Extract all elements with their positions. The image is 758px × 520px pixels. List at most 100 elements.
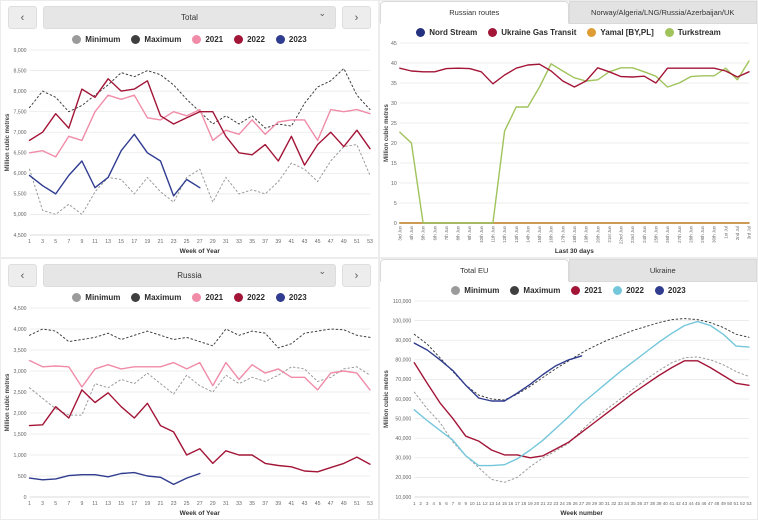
legend-item-2021[interactable]: 2021 — [192, 293, 223, 302]
legend-item-maximum[interactable]: Maximum — [131, 35, 181, 44]
flow-category-dropdown[interactable]: Total ⌄ — [43, 6, 336, 29]
legend-label: 2021 — [205, 293, 224, 302]
legend-dot-icon — [416, 28, 426, 37]
storage-chart: 10,000 20,000 30,000 40,000 50,000 60,000 70,0… — [381, 296, 756, 518]
x-tick-label: 33 — [236, 239, 242, 245]
legend-item-minimum[interactable]: Minimum — [72, 293, 120, 302]
legend-label: Maximum — [523, 286, 561, 295]
next-chart-button[interactable]: › — [342, 6, 371, 29]
chart-canvas: 0 500 1,000 1,500 2,000 2,500 3,000 3,500 4,000 4… — [5, 306, 373, 517]
x-tick-label: 39 — [275, 501, 281, 507]
x-tick-label: 9th Jun — [467, 225, 472, 240]
storage-tab-bar: Total EU Ukraine — [380, 259, 757, 282]
legend-item-nord-stream[interactable]: Nord Stream — [416, 28, 477, 37]
y-axis-title: Million cubic metres — [5, 373, 11, 431]
y-tick-label: 30 — [391, 101, 397, 107]
legend-item-yamal-by-pl[interactable]: Yamal [BY,PL] — [587, 28, 654, 37]
x-tick-label: 45 — [315, 239, 321, 245]
x-tick-label: 37 — [643, 501, 649, 506]
x-tick-label: 7th Jun — [444, 225, 449, 240]
series-2023 — [413, 342, 583, 402]
legend-item-2023[interactable]: 2023 — [275, 35, 307, 44]
x-tick-label: 21 — [158, 501, 164, 507]
legend-dot-icon — [131, 35, 141, 44]
russia-flows-chart: 0 500 1,000 1,500 2,000 2,500 3,000 3,500 4,000 4… — [2, 303, 377, 518]
series-2021 — [28, 359, 371, 391]
legend-label: 2022 — [247, 35, 265, 44]
y-tick-label: 90,000 — [395, 338, 411, 344]
legend-item-maximum[interactable]: Maximum — [510, 286, 560, 295]
x-tick-label: 33 — [236, 501, 242, 507]
x-tick-label: 2nd Jul — [735, 226, 740, 240]
x-tick-label: 27th Jun — [677, 225, 682, 242]
x-tick-label: 22nd Jun — [619, 225, 624, 244]
tab-ukraine[interactable]: Ukraine — [568, 259, 757, 282]
x-tick-label: 25 — [566, 501, 572, 506]
x-tick-label: 40 — [663, 501, 669, 506]
x-tick-label: 5 — [54, 501, 57, 507]
legend-item-2023[interactable]: 2023 — [275, 293, 307, 302]
x-tick-label: 1 — [28, 239, 31, 245]
tab-total-eu[interactable]: Total EU — [380, 259, 569, 282]
source-country-dropdown[interactable]: Russia ⌄ — [43, 264, 336, 287]
legend-item-2021[interactable]: 2021 — [192, 35, 223, 44]
legend-item-minimum[interactable]: Minimum — [451, 286, 499, 295]
x-tick-label: 3 — [426, 501, 429, 506]
y-tick-label: 15 — [391, 161, 397, 167]
series-minimum — [29, 144, 371, 215]
legend-item-2022[interactable]: 2022 — [234, 35, 265, 44]
legend-item-turkstream[interactable]: Turkstream — [664, 28, 721, 37]
x-tick-label: 2 — [419, 501, 422, 506]
legend-item-ukraine-gas-transit[interactable]: Ukraine Gas Transit — [488, 28, 576, 37]
legend-item-2022[interactable]: 2022 — [613, 286, 644, 295]
x-tick-label: 3rd Jun — [397, 225, 402, 240]
x-tick-label: 42 — [676, 501, 682, 506]
y-tick-label: 8,500 — [14, 68, 27, 74]
y-tick-label: 6,000 — [14, 171, 27, 177]
x-tick-label: 22 — [547, 501, 553, 506]
x-tick-label: 25 — [184, 239, 190, 245]
routes-tab-bar: Russian routes Norway/Algeria/LNG/Russia/… — [380, 1, 757, 24]
y-tick-label: 10,000 — [395, 495, 411, 501]
legend-item-maximum[interactable]: Maximum — [131, 293, 181, 302]
legend: Nord Stream Ukraine Gas Transit Yamal [BY,… — [380, 24, 757, 38]
prev-chart-button[interactable]: ‹ — [8, 264, 37, 287]
x-tick-label: 44 — [689, 501, 695, 506]
x-tick-label: 19 — [145, 501, 151, 507]
x-tick-label: 19 — [145, 239, 151, 245]
y-tick-label: 25 — [391, 121, 397, 127]
prev-chart-button[interactable]: ‹ — [8, 6, 37, 29]
legend-item-2022[interactable]: 2022 — [234, 293, 265, 302]
y-tick-label: 0 — [394, 221, 397, 227]
x-tick-label: 33 — [618, 501, 624, 506]
x-tick-label: 13 — [489, 501, 495, 506]
x-tick-label: 3 — [41, 239, 44, 245]
series-ukraine-gas-transit — [399, 63, 750, 88]
x-tick-label: 24th Jun — [642, 225, 647, 242]
x-tick-label: 31 — [223, 239, 229, 245]
legend-label: 2021 — [205, 35, 224, 44]
legend-item-minimum[interactable]: Minimum — [72, 35, 120, 44]
series-turkstream — [399, 60, 750, 224]
x-tick-label: 27 — [579, 501, 585, 506]
x-tick-label: 11 — [92, 239, 97, 245]
x-tick-label: 4 — [432, 501, 435, 506]
legend-label: Maximum — [144, 35, 182, 44]
y-tick-label: 5 — [394, 201, 397, 207]
x-tick-label: 34 — [624, 501, 630, 506]
total-flows-header: ‹ Total ⌄ › — [1, 1, 378, 31]
legend-label: Maximum — [144, 293, 182, 302]
tab-russian-routes[interactable]: Russian routes — [380, 1, 569, 24]
legend-item-2021[interactable]: 2021 — [571, 286, 602, 295]
legend-label: Minimum — [85, 35, 121, 44]
next-chart-button[interactable]: › — [342, 264, 371, 287]
series-2022 — [28, 389, 371, 473]
x-tick-label: 13 — [105, 501, 111, 507]
x-tick-label: 17th Jun — [560, 225, 565, 242]
x-tick-label: 8 — [458, 501, 461, 506]
x-axis-title: Last 30 days — [555, 248, 594, 255]
tab-norway-algeria-lng-russia-azerbaijan-uk[interactable]: Norway/Algeria/LNG/Russia/Azerbaijan/UK — [568, 1, 757, 24]
x-tick-label: 21 — [158, 239, 164, 245]
legend-item-2023[interactable]: 2023 — [654, 286, 686, 295]
